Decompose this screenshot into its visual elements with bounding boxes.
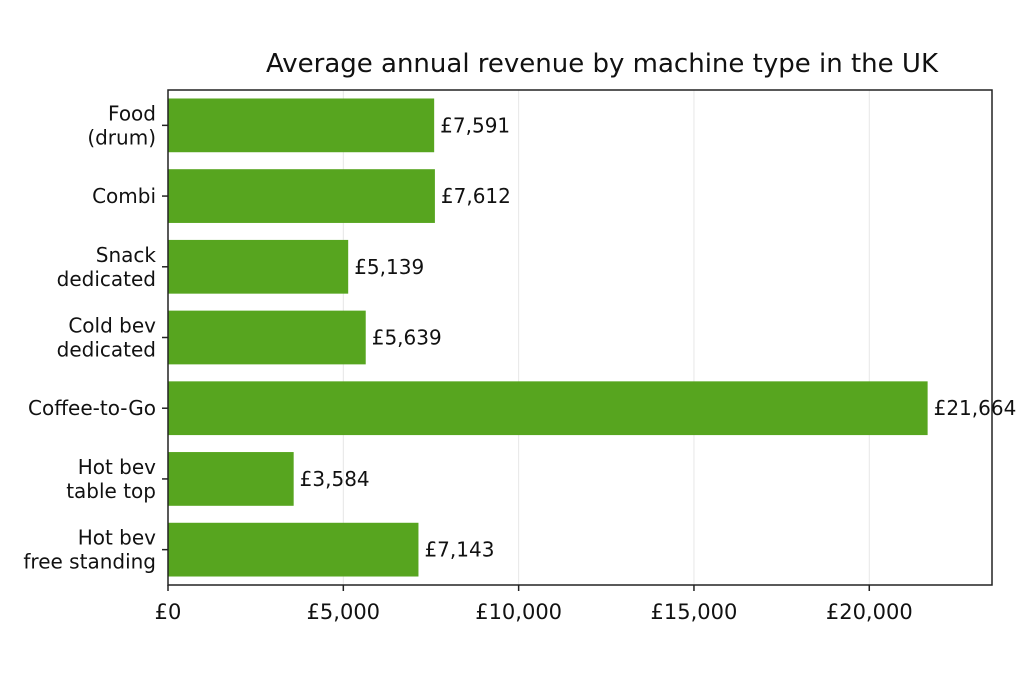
category-label: Cold bev dedicated — [57, 314, 157, 362]
bar — [168, 239, 349, 294]
category-label: Combi — [92, 184, 156, 208]
category-label: Coffee-to-Go — [28, 396, 156, 420]
value-label: £7,591 — [440, 113, 510, 137]
value-label: £21,664 — [934, 396, 1017, 420]
category-label: Food (drum) — [87, 101, 156, 149]
bars — [168, 98, 928, 577]
category-labels: Food (drum) Combi Snack dedicated Cold bev ded… — [23, 101, 168, 574]
bar — [168, 310, 366, 365]
x-tick-label: £5,000 — [307, 600, 380, 624]
bar — [168, 522, 419, 577]
bar — [168, 452, 294, 506]
category-label: Hot bev free standing — [23, 526, 156, 574]
x-tick-label: £0 — [155, 600, 182, 624]
value-label: £5,639 — [372, 326, 442, 350]
value-label: £3,584 — [300, 467, 370, 491]
value-label: £7,612 — [441, 184, 511, 208]
plot-area-frame — [167, 89, 993, 586]
x-tick-label: £20,000 — [826, 600, 913, 624]
value-label: £5,139 — [354, 255, 424, 279]
value-labels: £7,591 £7,612 £5,139 £5,639 £21,664 £3,584 £7,… — [300, 113, 1017, 561]
bar — [168, 169, 435, 223]
bar — [168, 381, 928, 436]
x-axis-ticks: £0 £5,000 £10,000 £15,000 £20,000 — [155, 585, 913, 624]
value-label: £7,143 — [424, 538, 494, 562]
bar — [168, 98, 435, 153]
category-label: Hot bev table top — [66, 455, 156, 503]
category-label: Snack dedicated — [57, 243, 157, 291]
x-tick-label: £10,000 — [475, 600, 562, 624]
chart-title: Average annual revenue by machine type i… — [266, 49, 939, 79]
x-tick-label: £15,000 — [651, 600, 738, 624]
